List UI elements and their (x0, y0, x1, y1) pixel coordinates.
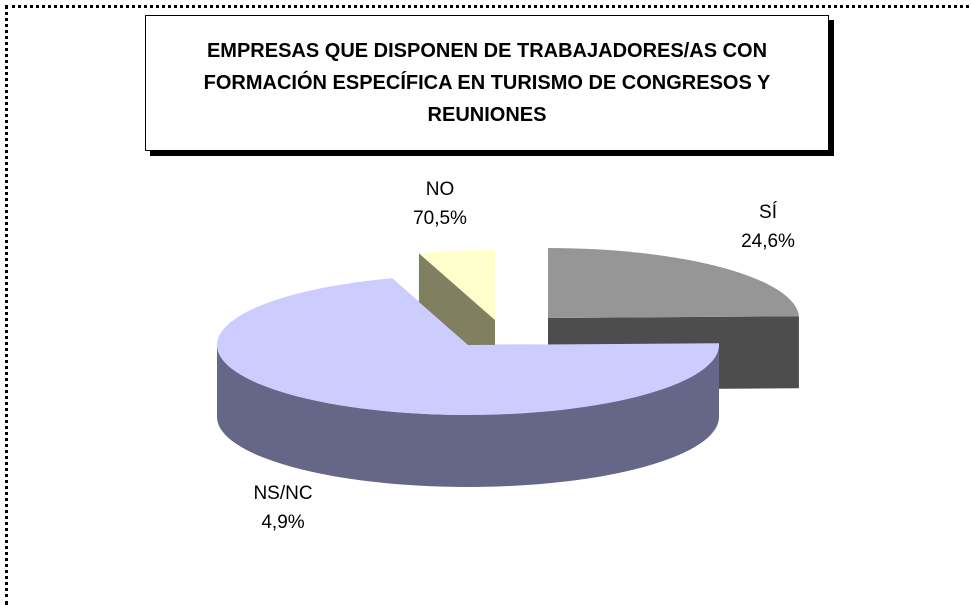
chart-title: EMPRESAS QUE DISPONEN DE TRABAJADORES/AS… (145, 15, 829, 151)
slice-label: SÍ (759, 202, 778, 223)
pie-slice (418, 250, 495, 320)
pie-slice (217, 278, 720, 415)
dotted-frame (5, 5, 971, 605)
slice-label: NS/NC (253, 483, 312, 504)
slice-wall (217, 345, 719, 487)
slice-value-label: 4,9% (261, 512, 304, 533)
slice-value-label: 24,6% (741, 231, 795, 252)
slice-label: NO (426, 179, 455, 200)
pie-slice (548, 248, 799, 318)
slice-value-label: 70,5% (413, 208, 467, 229)
